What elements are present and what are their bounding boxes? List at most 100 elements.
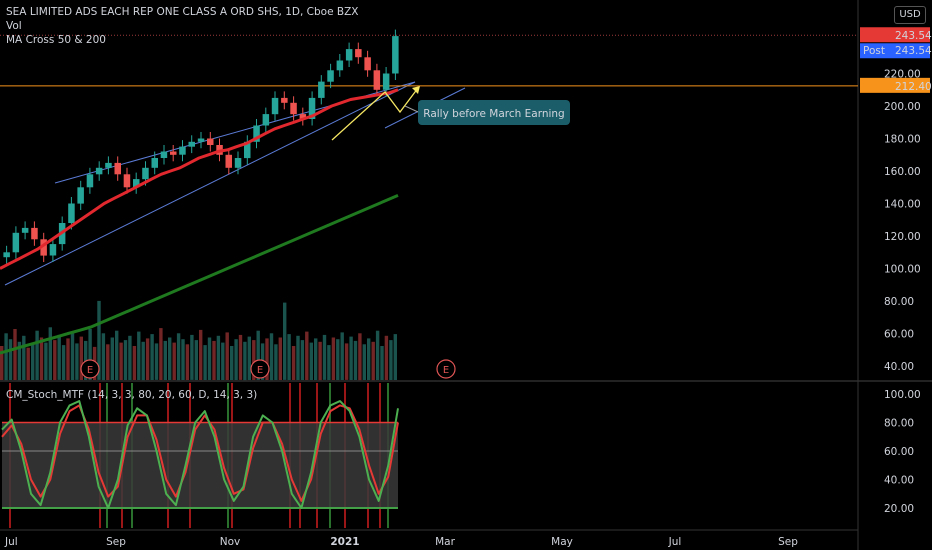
volume-bar	[380, 346, 384, 380]
earnings-marker	[80, 359, 100, 379]
candle-body	[179, 146, 186, 155]
stoch-tick-label: 60.00	[884, 446, 914, 458]
time-tick-label: Sep	[106, 536, 126, 548]
volume-bar	[278, 337, 282, 380]
volume-bar	[70, 332, 75, 380]
time-tick-label: Sep	[778, 536, 798, 548]
price-tick-label: 160.00	[884, 166, 921, 178]
earnings-marker	[250, 359, 270, 379]
volume-bar	[17, 341, 22, 381]
level-price-tag	[860, 77, 930, 93]
candle-body	[392, 36, 399, 74]
volume-bar	[190, 334, 194, 380]
candle-body	[382, 73, 390, 90]
volume-bar	[221, 342, 225, 380]
volume-bar	[234, 339, 238, 380]
time-tick-label: 2021	[330, 536, 359, 548]
candle-body	[207, 138, 214, 145]
volume-bar	[4, 333, 8, 381]
price-tick-label: 200.00	[884, 101, 921, 113]
earnings-marker-label: E	[87, 365, 93, 376]
volume-bar	[291, 346, 296, 380]
volume-bar	[194, 340, 198, 380]
volume-bar	[212, 340, 216, 380]
last-price-tag	[860, 27, 930, 43]
candle-body	[253, 125, 260, 142]
volume-bar	[159, 328, 163, 380]
volume-bar	[61, 345, 66, 380]
last-price-value: 243.54	[895, 30, 932, 42]
stoch-slow-line	[1, 404, 399, 502]
candle-body	[77, 187, 84, 204]
post-badge-label: Post	[863, 45, 885, 57]
stoch-tick-label: 80.00	[884, 418, 914, 430]
volume-bar	[44, 342, 48, 380]
volume-bar	[172, 342, 176, 380]
candle-body	[68, 203, 75, 223]
volume-bar	[48, 327, 52, 380]
volume-bar	[181, 339, 185, 380]
level-price-value: 212.40	[895, 81, 932, 93]
candle-body	[133, 179, 140, 188]
volume-bar	[305, 331, 309, 380]
volume-bar	[141, 341, 145, 381]
volume-bar	[79, 336, 83, 380]
volume-bar	[154, 343, 159, 380]
volume-bar	[168, 337, 172, 380]
candle-body	[95, 167, 103, 175]
stoch-fast-line	[1, 400, 399, 509]
time-tick-label: Jul	[4, 536, 18, 548]
volume-bar	[115, 330, 119, 380]
candle-body	[290, 102, 297, 115]
candle-body	[170, 151, 177, 155]
stoch-tick-label: 20.00	[884, 503, 914, 515]
volume-bar	[207, 337, 212, 380]
annotation-arrow-path	[331, 87, 419, 141]
volume-bar	[296, 335, 300, 380]
candle-body	[271, 97, 279, 115]
post-price-value: 243.54	[895, 45, 932, 57]
volume-bar	[331, 337, 336, 380]
ma-cross-label: MA Cross 50 & 200	[6, 34, 106, 46]
candle-body	[308, 97, 316, 119]
price-tick-label: 140.00	[884, 199, 921, 211]
volume-bar	[137, 331, 141, 380]
candle-body	[160, 151, 168, 158]
candle-body	[345, 49, 353, 61]
currency-button[interactable]: USD	[894, 6, 926, 24]
volume-bar	[274, 344, 278, 380]
annotation-pointer-line	[404, 105, 419, 113]
volume-bar	[8, 339, 13, 380]
candle-body	[197, 138, 205, 142]
time-tick-label: Jul	[668, 536, 682, 548]
ma200-line	[0, 194, 399, 355]
annotation-text: Rally before March Earning	[423, 108, 564, 120]
candle-body	[364, 57, 371, 71]
volume-label: Vol	[6, 20, 22, 32]
volume-bar	[336, 339, 340, 380]
volume-bar	[358, 333, 362, 381]
candle-body	[299, 114, 307, 119]
volume-bar	[389, 340, 393, 380]
volume-bar	[176, 333, 181, 381]
volume-bar	[384, 335, 389, 380]
candle-body	[105, 162, 112, 168]
volume-bar	[13, 329, 17, 380]
candle-body	[355, 49, 362, 58]
annotation-arrow-head	[412, 86, 420, 94]
volume-bar	[150, 334, 154, 380]
earnings-marker	[436, 359, 456, 379]
volume-bar	[123, 340, 128, 380]
candle-body	[123, 174, 131, 188]
candle-body	[281, 97, 288, 103]
annotation-box	[418, 100, 570, 125]
earnings-marker-label: E	[443, 365, 449, 376]
volume-bar	[145, 338, 150, 380]
volume-bar	[225, 332, 229, 380]
stoch-tick-label: 100.00	[884, 389, 921, 401]
candle-body	[114, 162, 121, 175]
volume-bar	[75, 343, 79, 380]
volume-bar	[199, 329, 203, 380]
volume-bar	[132, 346, 137, 380]
